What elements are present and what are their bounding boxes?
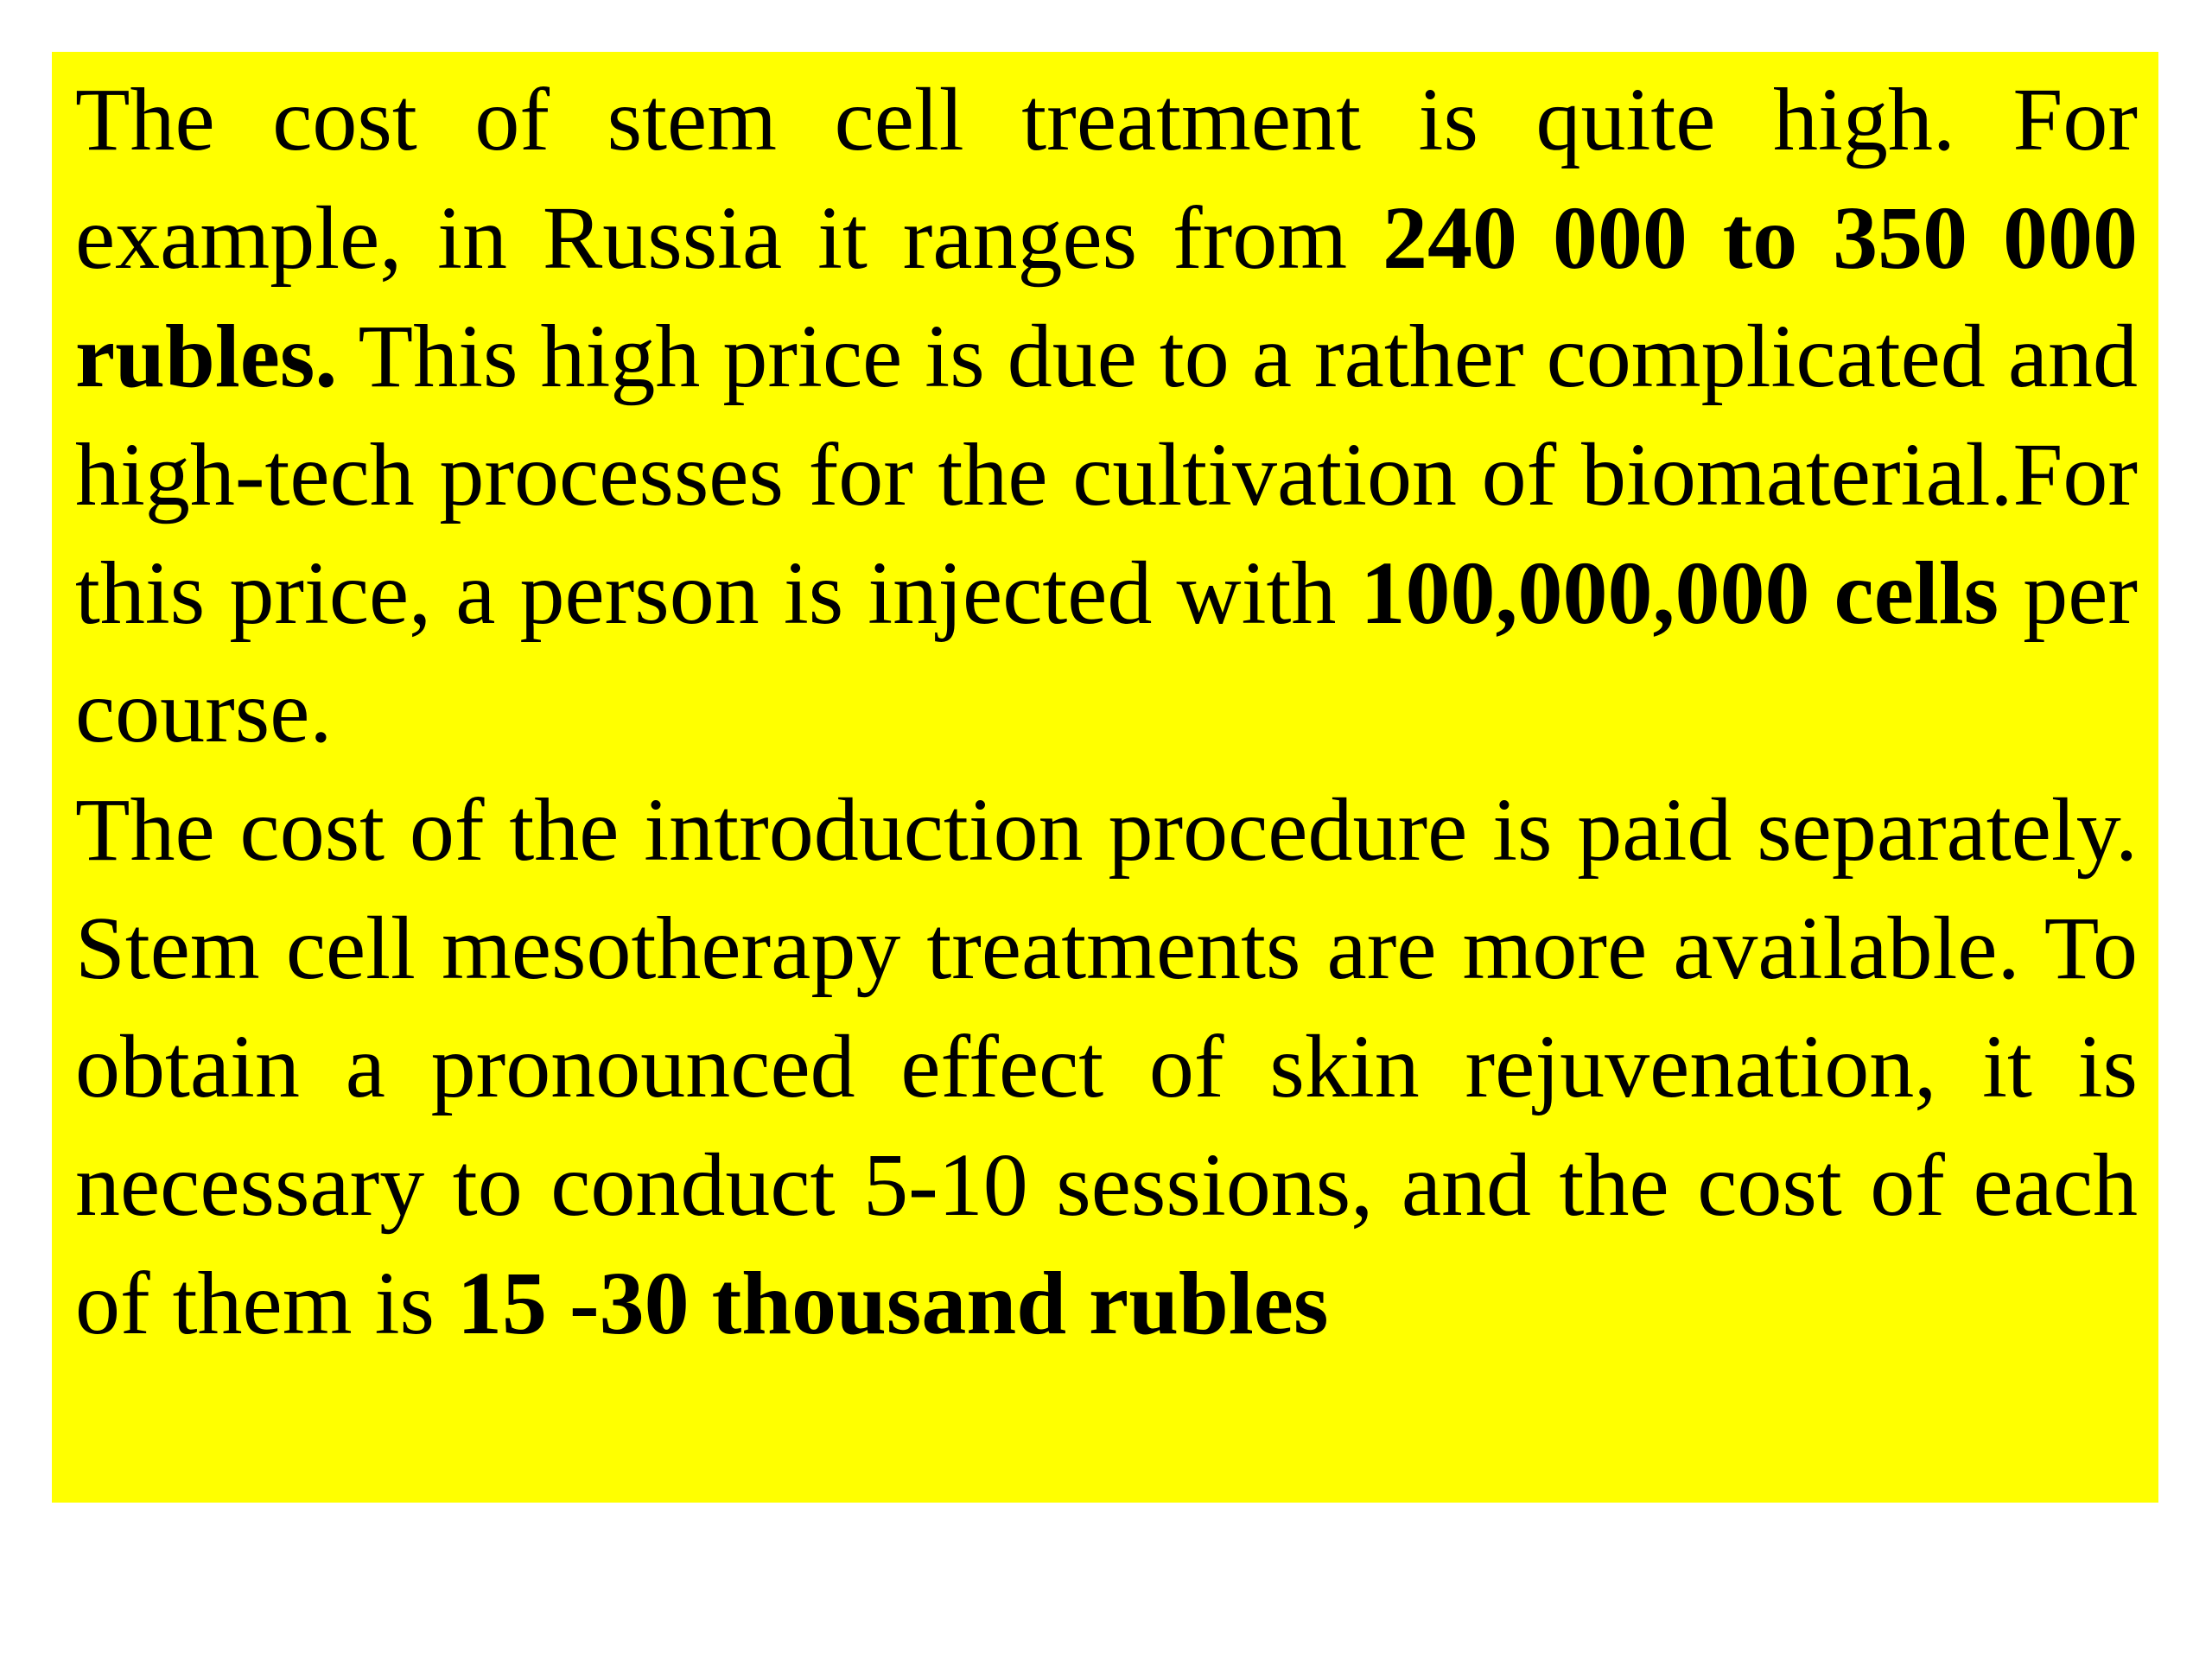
text: The cost of stem cell treatment is quite…	[75, 70, 2138, 288]
bold-text: 100,000,000 cells	[1360, 543, 1999, 643]
text: The cost of the introduction procedure i…	[75, 780, 2138, 1353]
text: per course.	[75, 543, 2138, 761]
text: This high price is due to a rather compl…	[75, 307, 2138, 643]
paragraph: The cost of the introduction procedure i…	[75, 771, 2138, 1363]
paragraph: The cost of stem cell treatment is quite…	[75, 60, 2138, 771]
bold-text: 240 000 to 350 000 rubles.	[75, 188, 2138, 406]
bold-text: 15 -30 thousand rubles	[456, 1254, 1329, 1353]
text-box: The cost of stem cell treatment is quite…	[52, 52, 2158, 1503]
